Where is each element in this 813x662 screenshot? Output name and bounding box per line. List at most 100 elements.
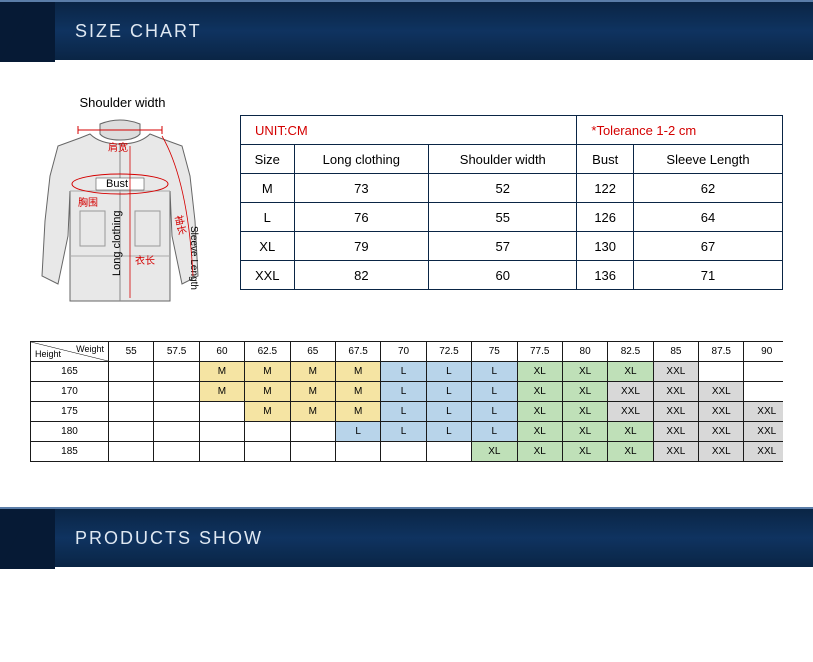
jacket-diagram: Shoulder width 肩宽 Bust 胸围 — [30, 95, 215, 316]
height-cell: 175 — [31, 402, 109, 422]
size-cell: XL — [517, 402, 562, 422]
size-cell: XL — [562, 442, 607, 462]
weight-header: 60 — [199, 342, 244, 362]
size-cell: XL — [608, 422, 653, 442]
size-cell — [154, 422, 199, 442]
size-cell — [245, 422, 290, 442]
size-cell: M — [335, 382, 380, 402]
size-cell: L — [381, 362, 426, 382]
size-row: XXL826013671 — [241, 261, 783, 290]
size-cell: XXL — [744, 422, 783, 442]
size-cell — [290, 442, 335, 462]
size-cell — [245, 442, 290, 462]
size-cell — [109, 442, 154, 462]
size-cell: L — [426, 422, 471, 442]
size-cell: XXL — [653, 442, 698, 462]
size-cell: M — [290, 362, 335, 382]
size-cell: M — [335, 362, 380, 382]
size-cell: XL — [562, 362, 607, 382]
size-chart-banner: SIZE CHART — [0, 0, 813, 60]
size-cell — [109, 362, 154, 382]
size-cell: L — [381, 402, 426, 422]
size-cell: L — [426, 362, 471, 382]
size-cell: XL — [472, 442, 517, 462]
size-cell: XXL — [744, 442, 783, 462]
size-cell — [744, 382, 783, 402]
size-cell — [199, 442, 244, 462]
weight-header: 90 — [744, 342, 783, 362]
size-cell: XL — [517, 442, 562, 462]
size-cell: XXL — [653, 402, 698, 422]
jacket-svg: 肩宽 Bust 胸围 Long clothing 衣长 Sleeve Lengt… — [30, 116, 210, 311]
recommend-row: 170MMMMLLLXLXLXXLXXLXXL — [31, 382, 784, 402]
size-cell — [154, 402, 199, 422]
label-shoulder-cn: 肩宽 — [108, 141, 128, 154]
size-cell — [154, 382, 199, 402]
size-cell: XL — [562, 422, 607, 442]
weight-header: 82.5 — [608, 342, 653, 362]
size-col-header: Size — [241, 145, 295, 174]
label-bust-cn: 胸围 — [78, 196, 98, 209]
size-table: UNIT:CM *Tolerance 1-2 cm SizeLong cloth… — [240, 115, 783, 290]
size-cell — [381, 442, 426, 462]
weight-header: 77.5 — [517, 342, 562, 362]
size-cell: M — [290, 382, 335, 402]
height-cell: 170 — [31, 382, 109, 402]
recommend-row: 185XLXLXLXLXXLXXLXXL — [31, 442, 784, 462]
weight-header: 57.5 — [154, 342, 199, 362]
banner-title-size: SIZE CHART — [75, 21, 202, 42]
size-row: XL795713067 — [241, 232, 783, 261]
size-cell: L — [335, 422, 380, 442]
size-cell: XXL — [699, 382, 744, 402]
weight-header: 62.5 — [245, 342, 290, 362]
size-cell: XL — [517, 362, 562, 382]
height-cell: 165 — [31, 362, 109, 382]
height-weight-header: WeightHeight — [31, 342, 109, 362]
size-cell: M — [199, 362, 244, 382]
size-cell: XL — [608, 362, 653, 382]
size-cell — [154, 442, 199, 462]
size-cell — [744, 362, 783, 382]
size-cell: XL — [517, 422, 562, 442]
weight-header: 65 — [290, 342, 335, 362]
size-cell: XL — [562, 382, 607, 402]
height-cell: 185 — [31, 442, 109, 462]
size-cell: L — [426, 402, 471, 422]
size-cell: L — [426, 382, 471, 402]
weight-header: 75 — [472, 342, 517, 362]
size-cell: XXL — [653, 422, 698, 442]
size-cell: M — [245, 402, 290, 422]
size-cell — [199, 422, 244, 442]
size-cell: M — [245, 362, 290, 382]
size-cell: XXL — [653, 362, 698, 382]
label-long-en: Long clothing — [111, 211, 123, 276]
tolerance-label: *Tolerance 1-2 cm — [577, 116, 783, 145]
weight-header: 80 — [562, 342, 607, 362]
size-cell: L — [381, 422, 426, 442]
size-col-header: Bust — [577, 145, 634, 174]
unit-label: UNIT:CM — [255, 123, 308, 138]
size-cell: L — [472, 402, 517, 422]
recommend-row: 165MMMMLLLXLXLXLXXL — [31, 362, 784, 382]
weight-header: 72.5 — [426, 342, 471, 362]
size-table-header: SizeLong clothingShoulder widthBustSleev… — [241, 145, 783, 174]
size-cell: L — [472, 362, 517, 382]
size-cell — [335, 442, 380, 462]
weight-header: 85 — [653, 342, 698, 362]
size-row: L765512664 — [241, 203, 783, 232]
size-cell: XXL — [699, 442, 744, 462]
weight-header: 70 — [381, 342, 426, 362]
size-row: M735212262 — [241, 174, 783, 203]
size-cell — [109, 382, 154, 402]
diagram-title: Shoulder width — [30, 95, 215, 110]
weight-header: 87.5 — [699, 342, 744, 362]
size-cell — [699, 362, 744, 382]
size-col-header: Shoulder width — [429, 145, 577, 174]
products-show-banner: PRODUCTS SHOW — [0, 507, 813, 567]
weight-header: 67.5 — [335, 342, 380, 362]
size-cell: XL — [608, 442, 653, 462]
recommend-row: 180LLLLXLXLXLXXLXXLXXL — [31, 422, 784, 442]
size-cell — [426, 442, 471, 462]
size-cell: XL — [517, 382, 562, 402]
size-cell: XL — [562, 402, 607, 422]
